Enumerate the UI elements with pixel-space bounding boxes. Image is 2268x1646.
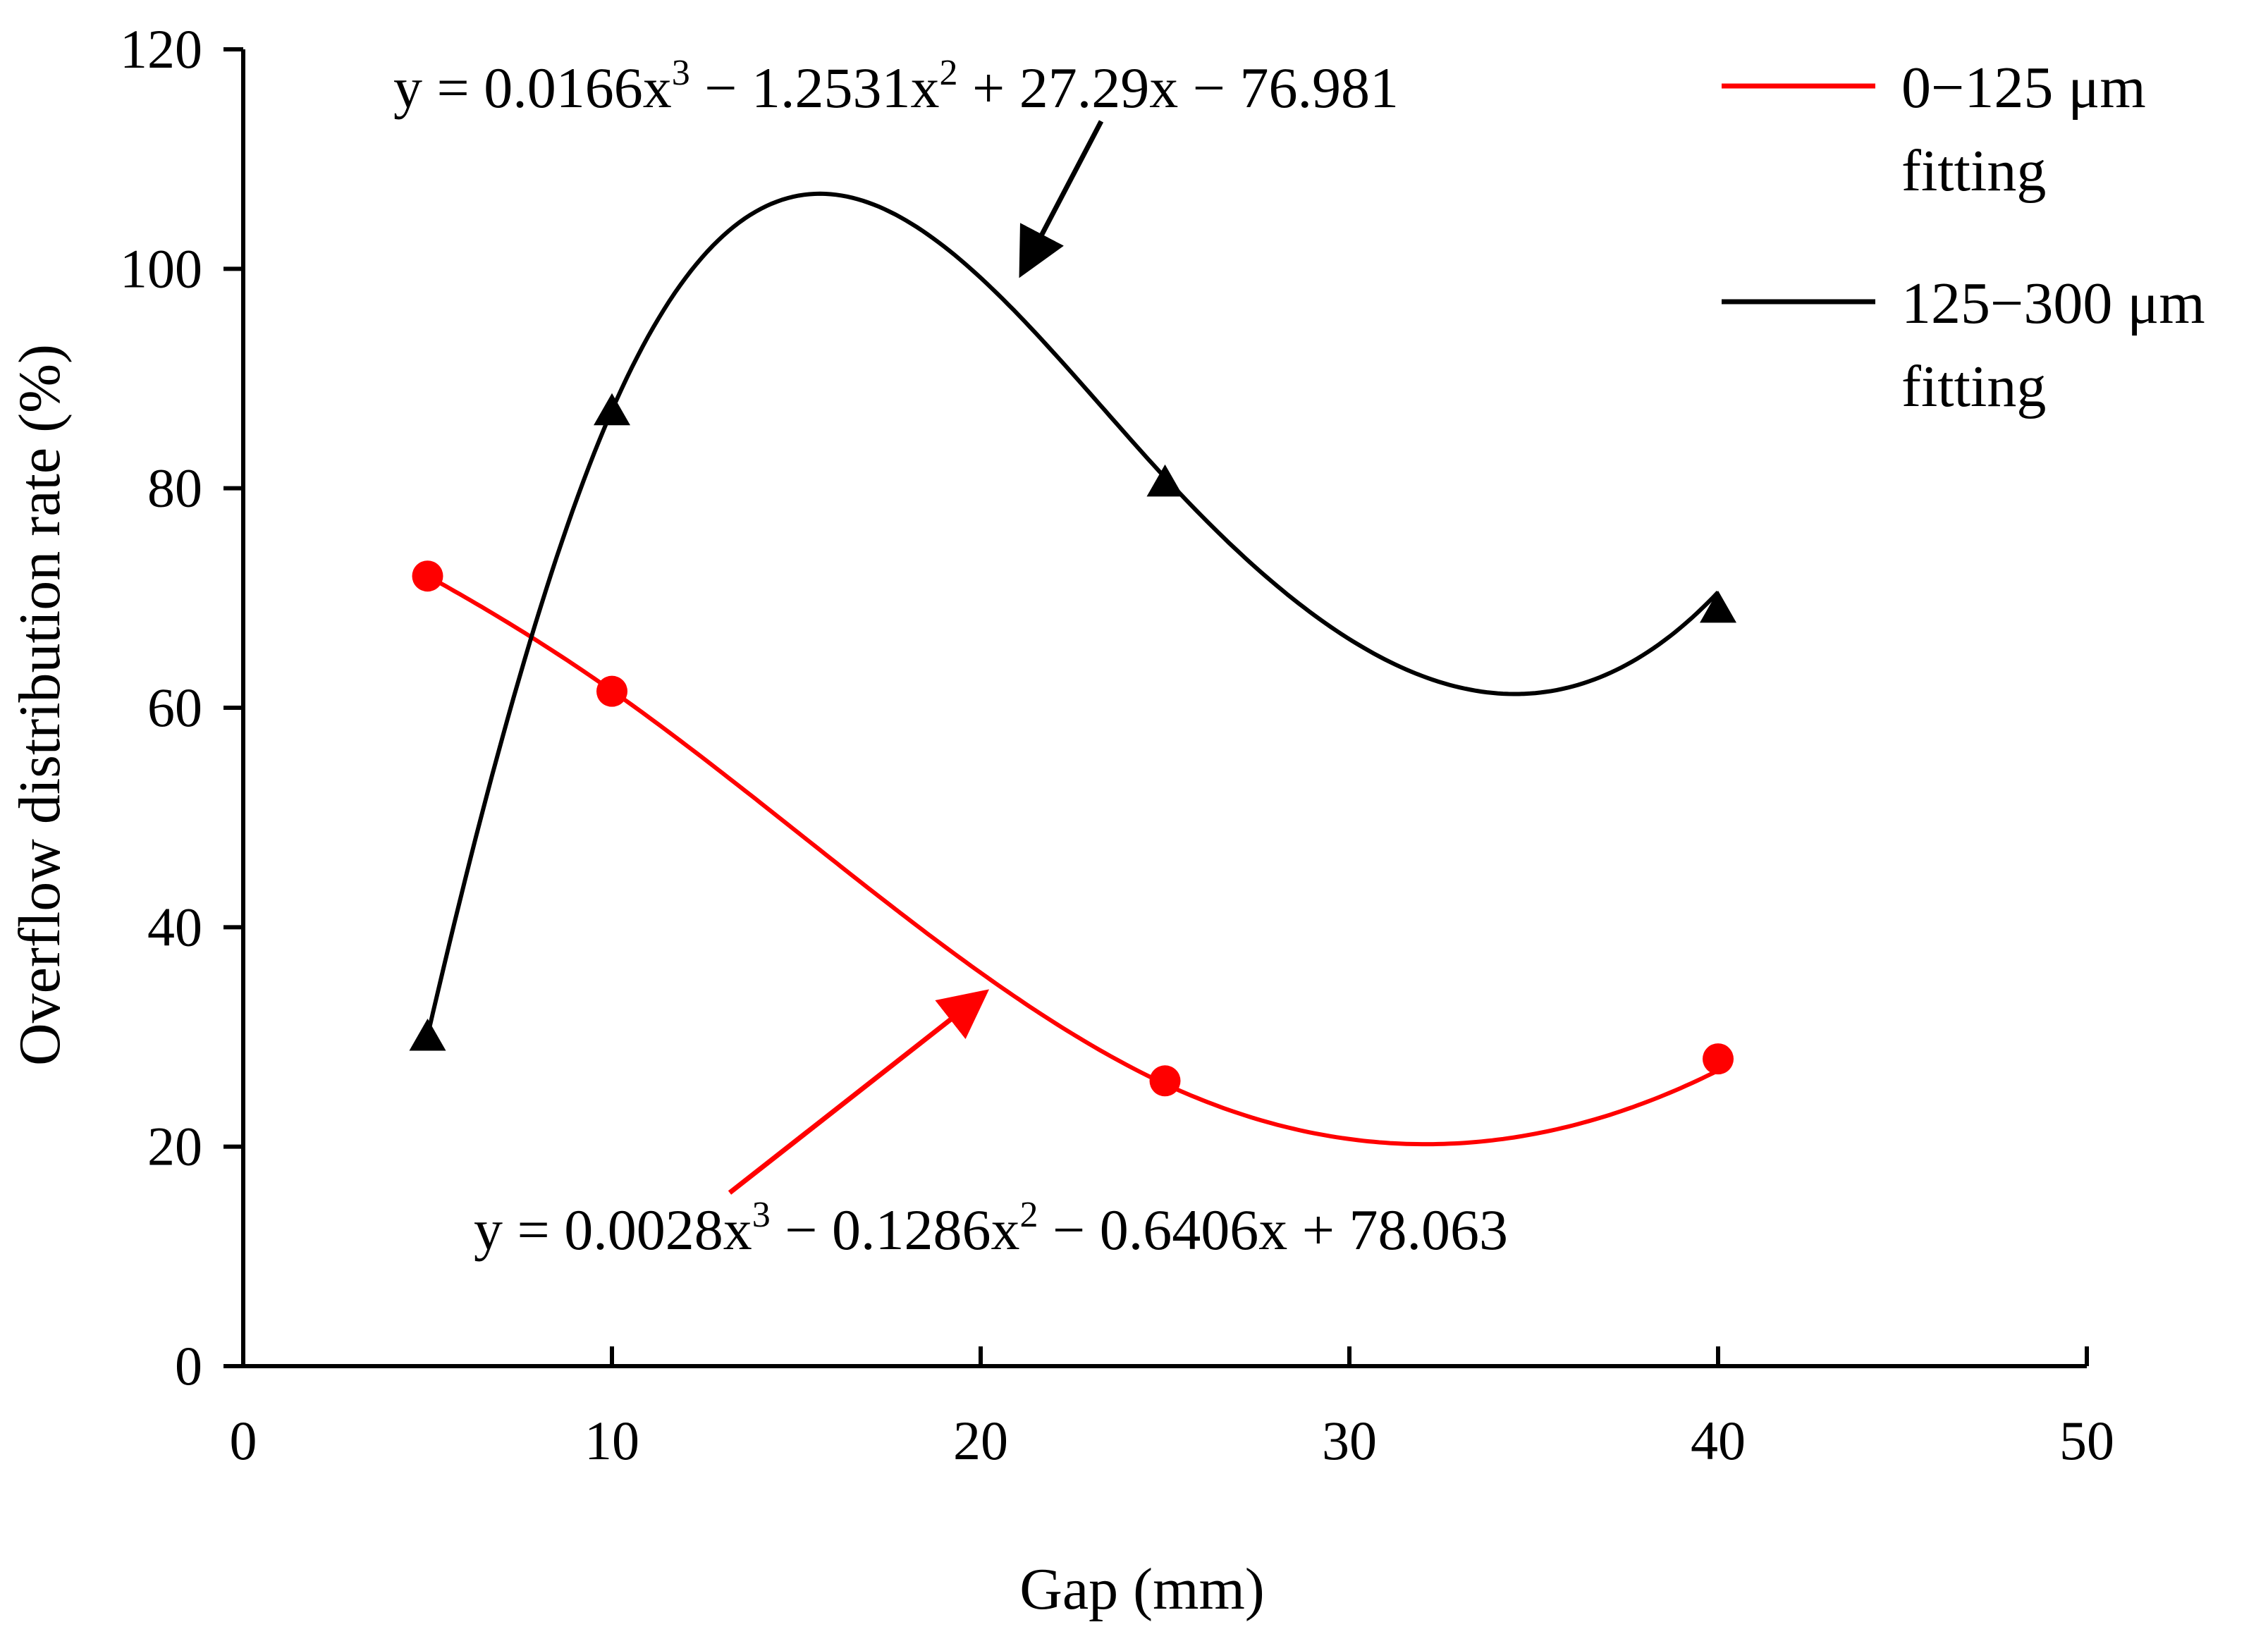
x-tick-label: 40 xyxy=(1691,1410,1746,1471)
data-point-circle xyxy=(412,560,443,592)
x-axis-title: Gap (mm) xyxy=(1019,1556,1265,1622)
x-tick-label: 0 xyxy=(230,1410,257,1471)
y-tick-label: 20 xyxy=(147,1116,202,1177)
legend: 0−125 μm fitting 125−300 μm fitting xyxy=(1722,55,2205,419)
y-tick-label: 0 xyxy=(175,1335,202,1396)
legend-label-125-300-line2: fitting xyxy=(1901,354,2046,419)
data-point-triangle xyxy=(409,1019,446,1051)
y-tick-label: 80 xyxy=(147,457,202,519)
y-axis-ticks: 0 20 40 60 80 100 120 xyxy=(120,18,243,1396)
x-tick-label: 30 xyxy=(1322,1410,1377,1471)
y-axis-title: Overflow distribution rate (%) xyxy=(7,344,73,1066)
fit-curves xyxy=(425,191,1720,1147)
y-tick-label: 60 xyxy=(147,677,202,738)
data-point-circle xyxy=(596,675,627,707)
equation-125-300: y = 0.0166x3 − 1.2531x2 + 27.29x − 76.98… xyxy=(393,53,1399,120)
fit-curve-0 xyxy=(427,574,1720,1147)
data-point-triangle xyxy=(1146,464,1184,497)
x-tick-label: 10 xyxy=(584,1410,639,1471)
data-point-circle xyxy=(1149,1065,1181,1097)
x-tick-label: 20 xyxy=(953,1410,1008,1471)
legend-label-0-125-line1: 0−125 μm xyxy=(1901,55,2146,121)
fit-curve-1 xyxy=(425,191,1720,1036)
legend-label-0-125-line2: fitting xyxy=(1901,138,2046,204)
y-tick-label: 40 xyxy=(147,896,202,957)
y-tick-label: 100 xyxy=(120,238,202,299)
data-point-triangle xyxy=(594,393,630,426)
equation-0-125-arrow xyxy=(728,989,990,1195)
legend-label-125-300-line1: 125−300 μm xyxy=(1901,271,2205,336)
equation-0-125: y = 0.0028x3 − 0.1286x2 − 0.6406x + 78.0… xyxy=(474,1195,1508,1262)
axes xyxy=(241,49,2087,1368)
equation-125-300-arrow xyxy=(1019,120,1104,278)
data-markers xyxy=(409,393,1736,1097)
x-axis-ticks: 0 10 20 30 40 50 xyxy=(230,1346,2114,1471)
data-point-circle xyxy=(1703,1043,1734,1075)
data-point-triangle xyxy=(1700,590,1736,623)
x-tick-label: 50 xyxy=(2059,1410,2114,1471)
y-tick-label: 120 xyxy=(120,18,202,80)
